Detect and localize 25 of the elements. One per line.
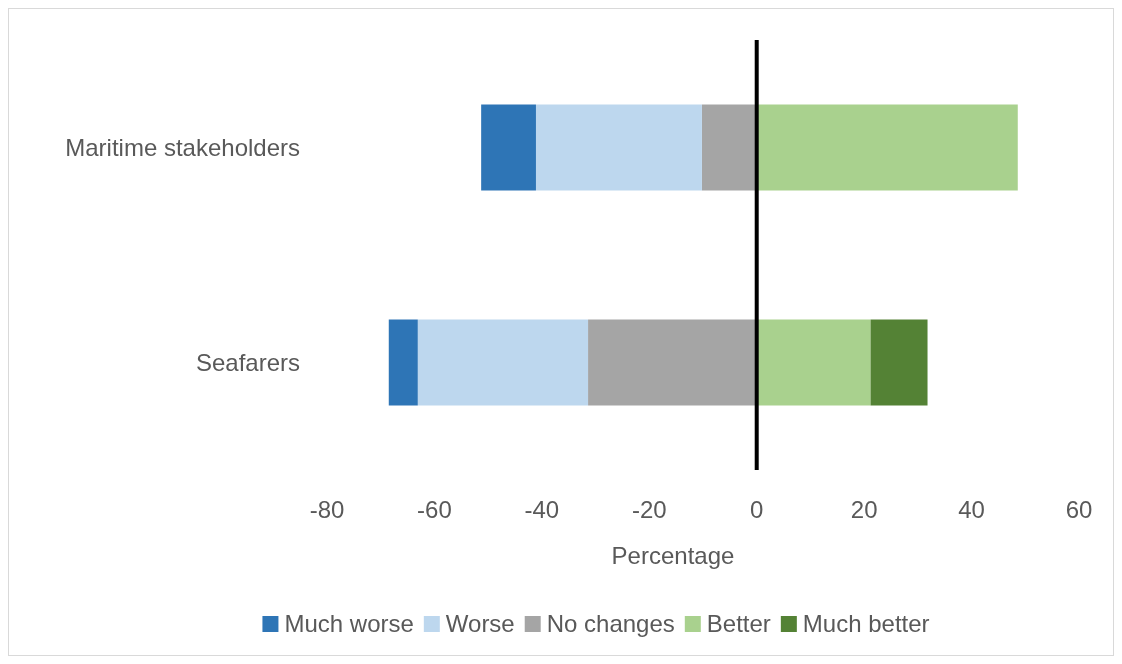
legend-label: Better [706,610,771,638]
bar [388,319,418,406]
x-tick-label: 40 [958,496,985,523]
x-tick-label: -60 [417,496,452,523]
bar [588,319,757,406]
x-tick-label: -80 [309,496,345,523]
x-tick-label: 0 [750,496,764,523]
bar [756,104,1018,191]
x-tick-label: 60 [1065,496,1093,523]
x-tick-label: -40 [524,496,560,523]
bar [417,319,589,406]
y-tick-label: Maritime stakeholders [65,133,300,161]
bar [756,319,871,406]
legend-label: No changes [546,610,675,638]
bar [535,104,702,191]
bar [481,104,536,191]
bar [701,104,757,191]
bar [870,319,928,406]
legend-label: Worse [445,610,515,638]
legend-label: Much better [802,610,930,638]
x-axis-title: Percentage [611,542,735,569]
legend-label: Much worse [284,610,414,638]
y-tick-label: Seafarers [195,348,300,376]
x-tick-label: -20 [631,496,667,523]
x-tick-label: 20 [850,496,878,523]
